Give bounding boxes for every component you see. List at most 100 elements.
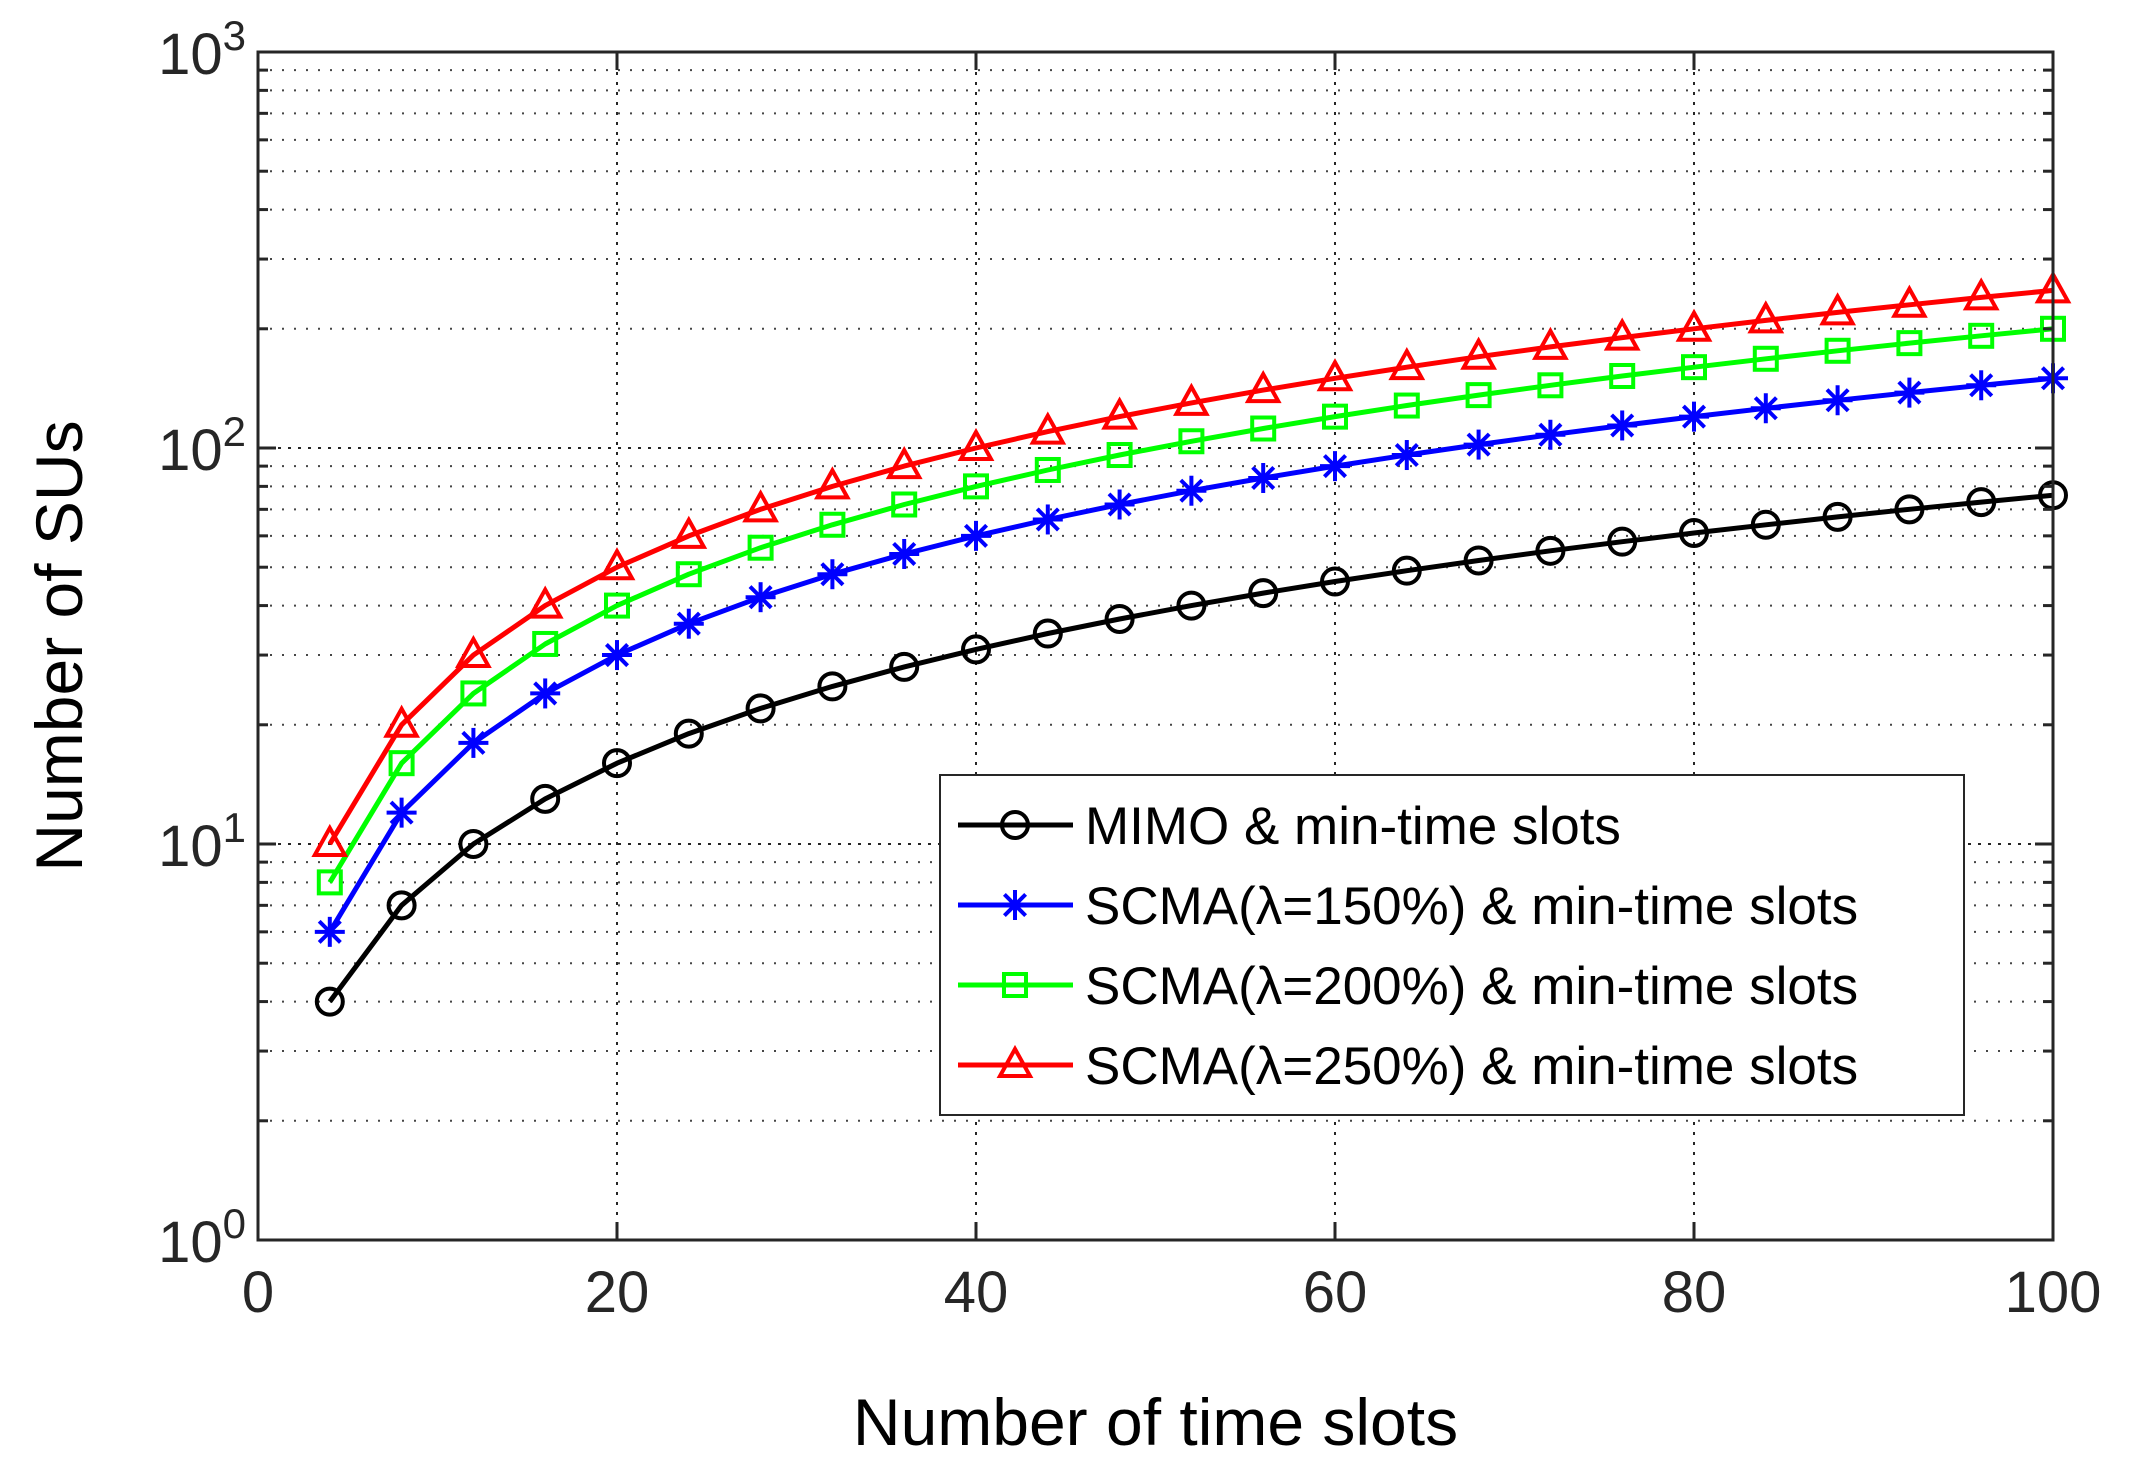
data-point (604, 592, 630, 619)
data-point (1176, 475, 1207, 506)
data-point (673, 718, 704, 749)
data-point (598, 547, 636, 581)
data-point (1752, 345, 1779, 372)
data-point (383, 704, 420, 738)
data-point (747, 534, 774, 561)
data-point (316, 869, 343, 896)
data-point (1679, 518, 1709, 549)
data-point (530, 678, 561, 709)
series-asterisk (314, 363, 2068, 947)
data-point (1248, 578, 1279, 609)
data-point (1822, 501, 1853, 532)
data-point (1607, 526, 1638, 557)
data-point (885, 446, 923, 480)
data-point (1463, 429, 1494, 460)
data-point (889, 651, 920, 682)
y-tick-label: 101 (158, 804, 246, 879)
data-point (957, 427, 995, 461)
data-point (961, 520, 991, 551)
data-point (386, 797, 417, 828)
data-point (1248, 462, 1279, 493)
data-point (889, 538, 920, 569)
data-point (530, 783, 561, 814)
data-point (1029, 411, 1067, 445)
data-point (314, 916, 345, 947)
data-point (1894, 494, 1925, 525)
data-point (1747, 300, 1785, 334)
data-point (1244, 370, 1282, 404)
data-point (1535, 535, 1566, 566)
series-line (327, 287, 2054, 846)
data-point (1320, 566, 1350, 597)
x-tick-label: 100 (2005, 1260, 2102, 1325)
data-point (1032, 618, 1063, 649)
legend-label: SCMA(λ=200%) & min-time slots (1085, 957, 1858, 1016)
data-point (386, 890, 417, 921)
data-point (1966, 370, 1997, 401)
legend-item: SCMA(λ=200%) & min-time slots (958, 957, 1858, 1016)
legend-item: SCMA(λ=250%) & min-time slots (958, 1037, 1858, 1096)
data-point (675, 561, 702, 588)
series-line (327, 326, 2054, 884)
legend-item: MIMO & min-time slots (958, 797, 1621, 856)
data-point (891, 491, 918, 518)
data-point (1034, 456, 1061, 483)
y-tick-labels: 100 101 102 103 (158, 12, 246, 1275)
data-point (819, 511, 846, 538)
data-point (1537, 372, 1564, 399)
data-point (742, 489, 779, 523)
data-point (814, 466, 851, 500)
data-point (1819, 292, 1856, 326)
y-axis-label: Number of SUs (22, 420, 96, 871)
data-point (1178, 428, 1205, 455)
data-point (1968, 322, 1995, 349)
data-point (314, 986, 345, 1017)
data-point (961, 634, 991, 665)
data-point (526, 585, 564, 619)
plot-area-frame (256, 50, 2055, 1242)
data-point (817, 671, 848, 702)
data-point (1032, 504, 1063, 535)
data-point (602, 640, 632, 671)
data-point (458, 727, 489, 758)
data-point (1896, 330, 1923, 357)
series-square (316, 315, 2066, 896)
data-point (1106, 442, 1133, 469)
data-point (1463, 545, 1494, 576)
data-point (963, 473, 989, 500)
data-point (1891, 284, 1928, 318)
legend-marker (996, 1044, 1034, 1078)
x-tick-label: 0 (242, 1260, 274, 1325)
legend: MIMO & min-time slots SCMA(λ=150%) & min-… (939, 774, 1965, 1116)
data-point (1391, 440, 1422, 471)
data-point (1391, 555, 1422, 586)
data-point (817, 559, 848, 590)
x-tick-label: 20 (585, 1260, 650, 1325)
series-circle (314, 480, 2068, 1017)
data-point (1250, 415, 1277, 442)
data-point (1894, 377, 1925, 408)
data-point (1532, 326, 1569, 360)
data-point (388, 750, 415, 777)
data-point (1607, 410, 1638, 441)
data-point (1393, 392, 1420, 419)
data-point (1316, 358, 1354, 392)
legend-label: SCMA(λ=250%) & min-time slots (1085, 1037, 1858, 1096)
data-point (1104, 603, 1135, 634)
data-point (1603, 317, 1641, 351)
data-point (1675, 308, 1713, 342)
data-point (1320, 451, 1350, 482)
plot-series (311, 270, 2072, 1017)
x-tick-label: 40 (944, 1260, 1009, 1325)
data-point (745, 693, 776, 724)
data-point (602, 748, 632, 779)
axis-ticks (256, 52, 2055, 1242)
x-axis-label: Number of time slots (853, 1385, 1458, 1459)
x-tick-labels: 0 20 40 60 80 100 (242, 1260, 2102, 1325)
data-point (1824, 337, 1851, 364)
data-point (1679, 401, 1709, 432)
x-tick-label: 80 (1662, 1260, 1727, 1325)
legend-item: SCMA(λ=150%) & min-time slots (958, 877, 1858, 936)
legend-label: MIMO & min-time slots (1085, 797, 1621, 856)
